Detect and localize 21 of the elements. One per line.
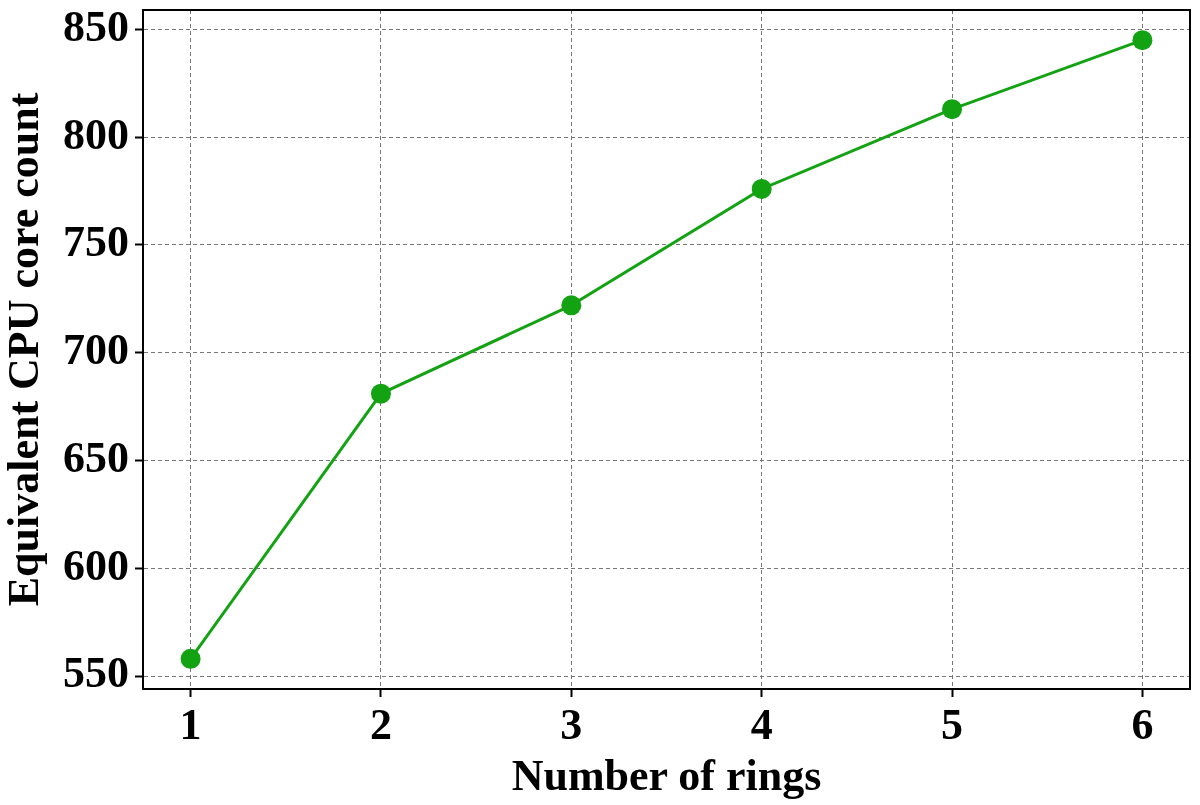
x-tick-label: 3: [560, 699, 583, 749]
point: [561, 295, 582, 316]
y-tick-label: 700: [63, 325, 129, 375]
y-tick-label: 650: [63, 432, 129, 482]
y-tick-label: 850: [63, 1, 129, 51]
point: [180, 648, 201, 669]
x-tick-label: 6: [1131, 699, 1154, 749]
y-axis-title: Equivalent CPU core count: [0, 92, 48, 607]
y-tick-label: 750: [63, 217, 129, 267]
point: [942, 99, 963, 120]
x-tick-label: 1: [179, 699, 202, 749]
x-tick-label: 2: [369, 699, 392, 749]
point: [370, 383, 391, 404]
x-tick-label: 4: [750, 699, 773, 749]
x-tick-label: 5: [941, 699, 964, 749]
point: [751, 178, 772, 199]
y-tick-label: 600: [63, 540, 129, 590]
y-tick-label: 800: [63, 109, 129, 159]
x-axis-title: Number of rings: [511, 750, 822, 800]
y-tick-label: 550: [63, 648, 129, 698]
point: [1132, 30, 1153, 51]
